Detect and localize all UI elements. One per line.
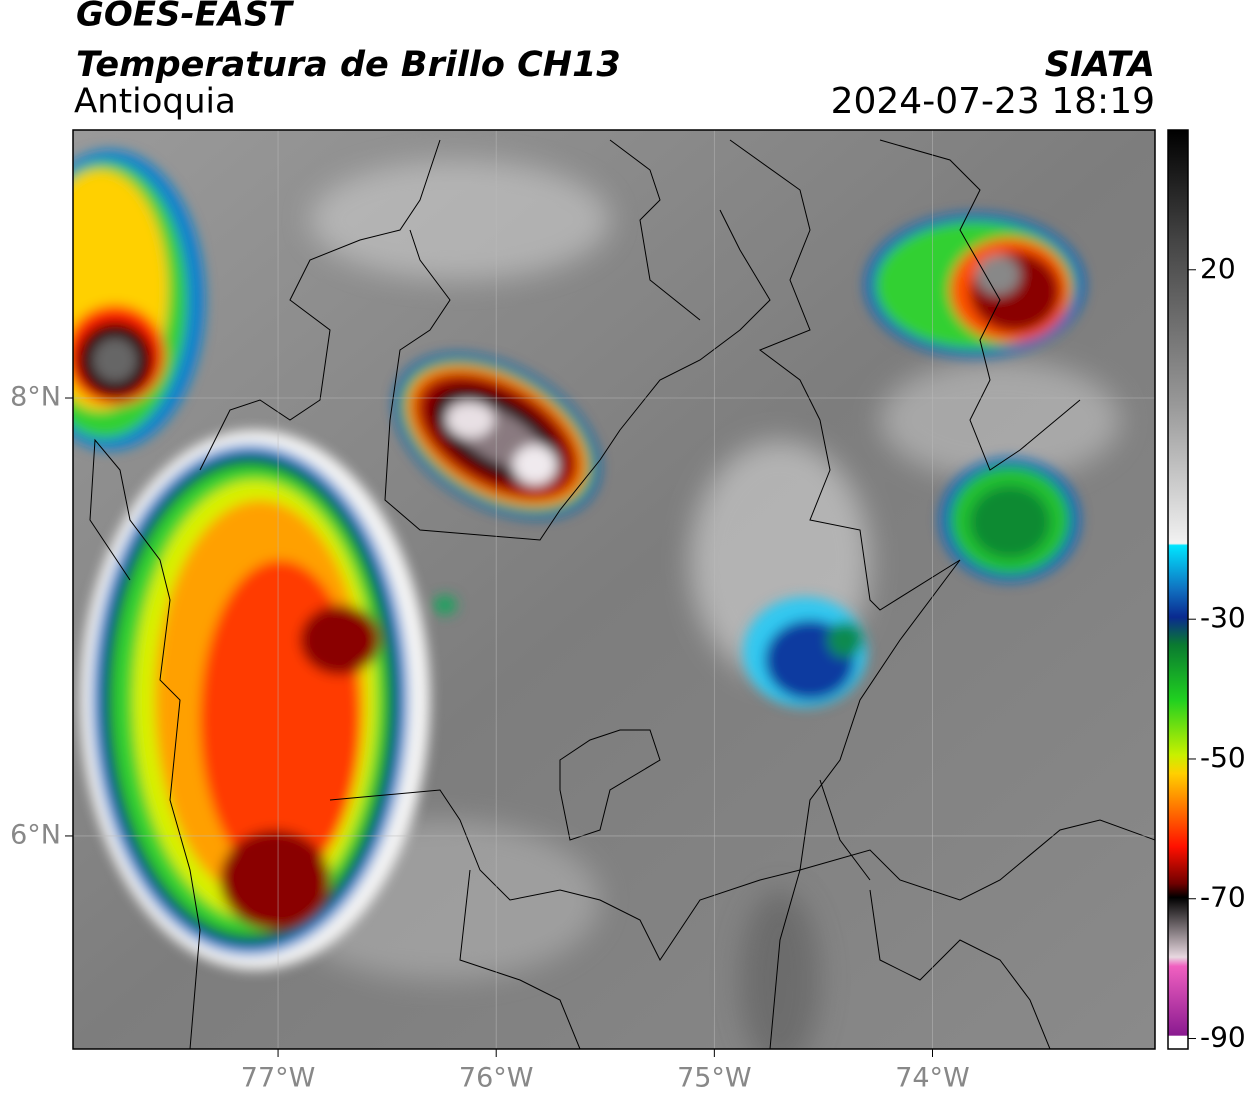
colorbar-label: -30 xyxy=(1200,601,1246,634)
y-tick-label: 8°N xyxy=(10,382,61,413)
x-tick-label: 75°W xyxy=(677,1063,752,1094)
subtitle: Temperatura de Brillo CH13 xyxy=(76,45,621,85)
colorbar-label: 20 xyxy=(1200,252,1236,285)
y-tick-label: 6°N xyxy=(10,819,61,850)
colorbar-label: -90 xyxy=(1200,1021,1246,1054)
grid xyxy=(73,130,1155,1049)
datetime: 2024-07-23 18:19 xyxy=(831,81,1155,122)
x-tick-label: 76°W xyxy=(459,1063,534,1094)
colorbar-label: -70 xyxy=(1200,881,1246,914)
borders xyxy=(89,139,1155,1049)
title: GOES-EAST xyxy=(76,0,295,35)
source: SIATA xyxy=(1045,45,1155,85)
imagery xyxy=(73,130,1155,1049)
x-tick-label: 74°W xyxy=(895,1063,970,1094)
colorbar-label: -50 xyxy=(1200,741,1246,774)
region: Antioquia xyxy=(74,82,236,122)
map-frame xyxy=(72,129,1156,1050)
x-tick-label: 77°W xyxy=(241,1063,316,1094)
colorbar xyxy=(1167,129,1189,1050)
